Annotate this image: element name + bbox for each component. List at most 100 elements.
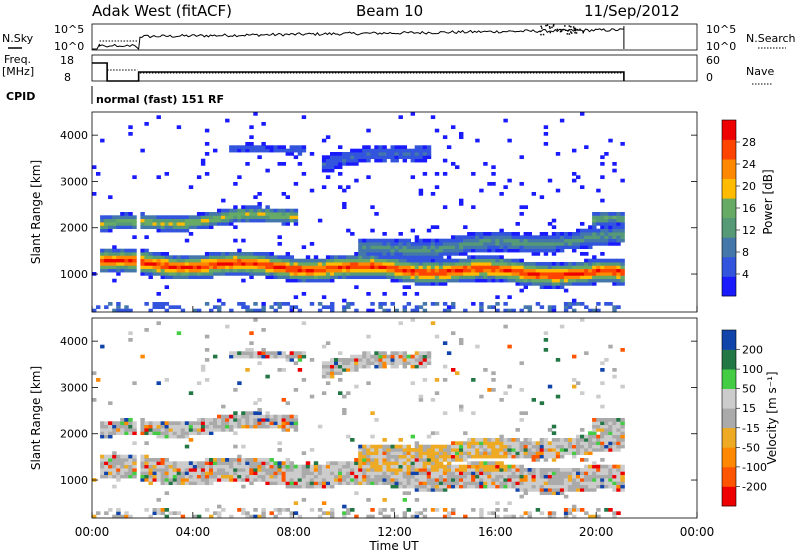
- power-cell: [547, 222, 553, 226]
- velocity-cell: [237, 351, 242, 356]
- power-cell: [180, 255, 186, 260]
- velocity-cell: [422, 478, 428, 482]
- power-cell: [535, 268, 541, 273]
- power-cell: [273, 275, 278, 280]
- velocity-cell: [495, 508, 500, 512]
- velocity-cell: [551, 474, 557, 479]
- power-cell: [483, 258, 488, 263]
- freq-trace: [92, 62, 625, 82]
- power-cell: [426, 242, 432, 246]
- velocity-cell: [261, 474, 266, 479]
- velocity-cell: [100, 468, 105, 472]
- velocity-cell: [515, 454, 520, 459]
- power-cell: [539, 282, 545, 286]
- velocity-cell: [217, 461, 222, 466]
- velocity-cell: [354, 358, 359, 362]
- velocity-cell: [285, 461, 291, 466]
- velocity-cell: [616, 444, 621, 449]
- power-cell: [261, 255, 266, 260]
- power-cell: [269, 255, 274, 260]
- velocity-cell: [370, 461, 375, 466]
- velocity-cell: [576, 478, 581, 482]
- velocity-cell: [563, 484, 569, 489]
- x-tick-label: 08:00: [276, 525, 311, 539]
- velocity-cell: [551, 491, 557, 496]
- velocity-cell: [511, 484, 516, 489]
- velocity-cell: [406, 461, 412, 466]
- power-cell: [204, 302, 210, 306]
- power-cell: [273, 268, 278, 273]
- power-cell: [124, 248, 129, 253]
- velocity-cell: [200, 368, 206, 372]
- power-cell: [592, 258, 597, 263]
- velocity-cell: [253, 418, 258, 422]
- power-cell: [612, 212, 617, 216]
- velocity-cell: [334, 368, 339, 372]
- power-cell: [612, 228, 617, 233]
- velocity-cell: [237, 468, 242, 472]
- velocity-cell: [499, 448, 504, 452]
- velocity-cell: [257, 354, 262, 359]
- velocity-cell: [273, 414, 278, 419]
- power-cell: [156, 272, 161, 276]
- velocity-cell: [487, 444, 492, 449]
- velocity-cell: [269, 478, 274, 482]
- power-cell: [334, 272, 339, 276]
- power-cell: [241, 258, 246, 263]
- velocity-cell: [321, 364, 327, 369]
- power-cell: [156, 218, 161, 223]
- velocity-cell: [471, 478, 476, 482]
- power-cell: [519, 278, 524, 283]
- velocity-cell: [596, 481, 601, 486]
- velocity-cell: [434, 464, 440, 469]
- velocity-cell: [229, 464, 234, 469]
- velocity-cell: [519, 451, 524, 456]
- power-cell: [567, 305, 573, 310]
- power-cell: [257, 215, 262, 220]
- velocity-cell: [156, 478, 161, 482]
- velocity-cell: [463, 451, 468, 456]
- velocity-cell: [301, 474, 307, 479]
- power-cell: [576, 275, 581, 280]
- power-cell: [406, 262, 412, 266]
- nsky-burst-point: [568, 25, 571, 27]
- velocity-cell: [293, 421, 299, 426]
- velocity-cell: [116, 474, 121, 479]
- power-cell: [370, 262, 375, 266]
- velocity-cell: [592, 461, 597, 466]
- power-cell: [370, 302, 375, 306]
- velocity-cell: [378, 471, 383, 476]
- power-cell: [471, 272, 476, 276]
- velocity-cell: [612, 424, 617, 429]
- power-cell: [543, 142, 549, 146]
- power-cell: [334, 165, 339, 170]
- velocity-cell: [414, 364, 420, 369]
- velocity-cell: [309, 448, 315, 452]
- power-cell: [438, 245, 444, 250]
- velocity-cell: [281, 464, 287, 469]
- power-cell: [148, 268, 153, 273]
- velocity-cell: [221, 424, 226, 429]
- velocity-cell: [600, 474, 605, 479]
- velocity-cell: [426, 351, 432, 356]
- power-cell: [604, 225, 609, 230]
- power-cell: [265, 215, 270, 220]
- power-cell: [551, 272, 557, 276]
- nsky-burst-point: [564, 25, 566, 27]
- velocity-cell: [366, 458, 371, 462]
- velocity-cell: [592, 438, 597, 442]
- velocity-cell: [430, 451, 436, 456]
- power-cell: [265, 262, 270, 266]
- velocity-cell: [196, 471, 202, 476]
- power-cell: [200, 222, 206, 226]
- velocity-cell: [531, 444, 537, 449]
- velocity-cell: [483, 464, 488, 469]
- velocity-cell: [253, 464, 258, 469]
- power-cell: [104, 258, 109, 263]
- velocity-cell: [265, 354, 270, 359]
- power-cell: [249, 148, 254, 153]
- velocity-cell: [531, 468, 537, 472]
- velocity-cell: [600, 421, 605, 426]
- velocity-cell: [446, 484, 452, 489]
- velocity-cell: [285, 358, 291, 362]
